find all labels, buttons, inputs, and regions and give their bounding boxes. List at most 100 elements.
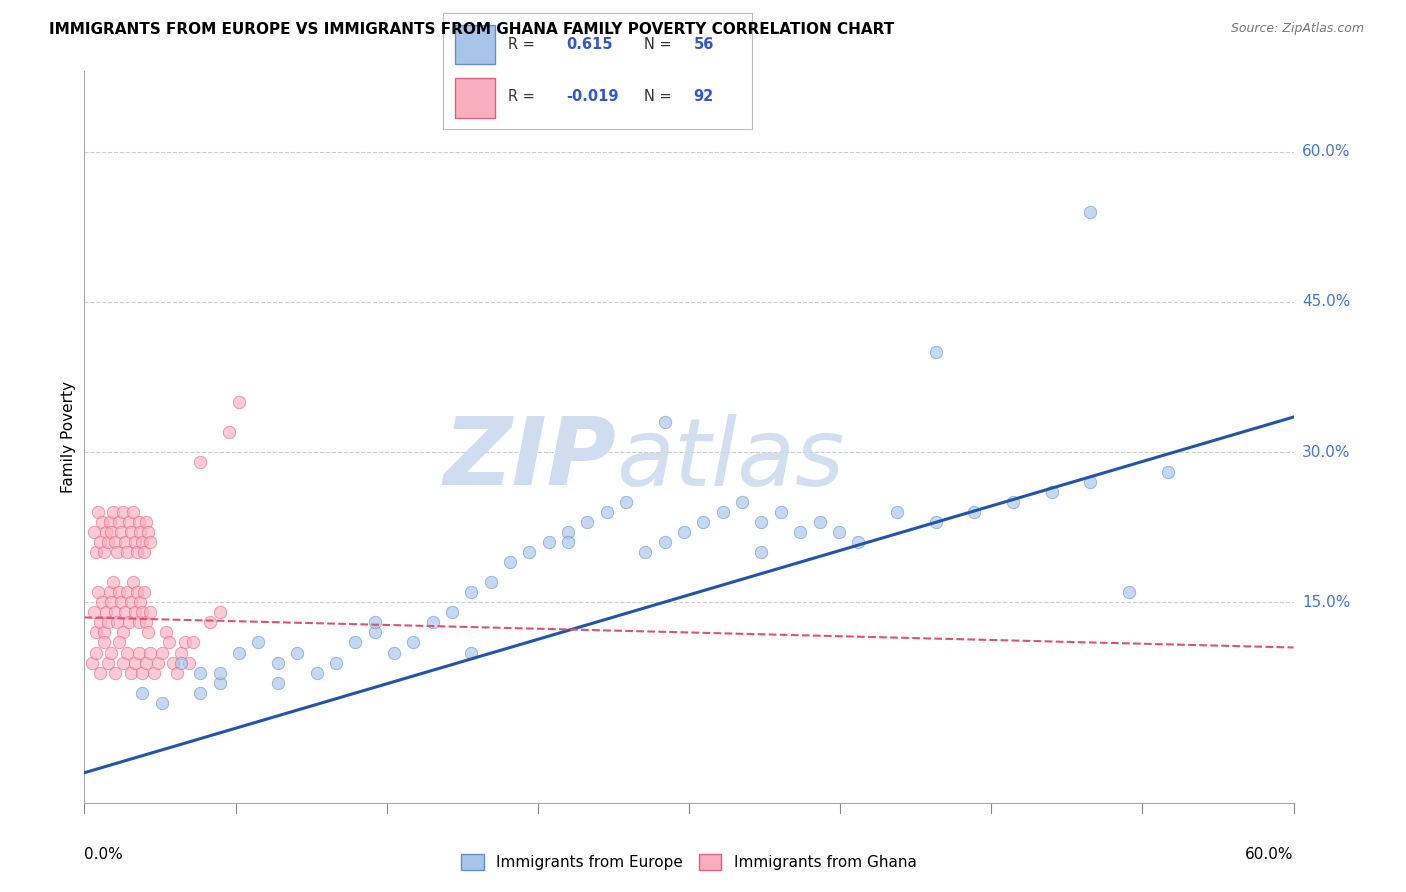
Point (114, 535, 136, 549)
Point (382, 646, 405, 660)
Point (134, 545, 156, 559)
Point (114, 606, 136, 620)
Point (139, 535, 162, 549)
Point (1001, 495, 1024, 509)
Point (170, 656, 193, 670)
Text: R =: R = (508, 89, 534, 104)
Point (124, 606, 146, 620)
Point (751, 515, 773, 529)
Point (924, 515, 946, 529)
Point (120, 665, 142, 680)
Point (190, 665, 212, 680)
Point (162, 656, 184, 670)
Point (93, 545, 115, 559)
Point (692, 515, 714, 529)
Point (139, 646, 162, 660)
Point (143, 665, 166, 680)
Point (135, 656, 157, 670)
Point (115, 646, 138, 660)
Text: 30.0%: 30.0% (1302, 444, 1350, 459)
Point (112, 656, 135, 670)
Point (166, 665, 188, 680)
Point (422, 615, 444, 630)
Point (557, 525, 579, 540)
Point (112, 625, 135, 640)
Point (537, 535, 560, 549)
Text: 0.0%: 0.0% (84, 847, 124, 862)
Text: Source: ZipAtlas.com: Source: ZipAtlas.com (1230, 22, 1364, 36)
Y-axis label: Family Poverty: Family Poverty (60, 381, 76, 493)
Point (98, 515, 121, 529)
Point (499, 555, 522, 569)
Point (159, 635, 181, 649)
Point (83, 525, 105, 540)
Point (673, 525, 696, 540)
Point (557, 535, 579, 549)
Point (135, 615, 157, 630)
Point (1157, 465, 1180, 479)
Point (1118, 585, 1140, 599)
Point (711, 505, 734, 519)
Point (325, 656, 347, 670)
Point (108, 585, 131, 599)
Point (131, 665, 153, 680)
Point (115, 545, 138, 559)
Point (808, 515, 831, 529)
Point (228, 646, 250, 660)
Point (129, 595, 152, 609)
Point (82, 656, 104, 670)
Point (517, 545, 540, 559)
Point (115, 585, 138, 599)
Point (100, 525, 122, 540)
Point (846, 535, 869, 549)
Point (89, 665, 111, 680)
Point (98, 585, 121, 599)
Point (218, 425, 240, 439)
Point (963, 505, 986, 519)
Point (828, 525, 851, 540)
Point (208, 675, 231, 690)
Point (136, 525, 159, 540)
Point (120, 525, 142, 540)
Text: 45.0%: 45.0% (1302, 294, 1350, 310)
Point (139, 606, 162, 620)
Text: R =: R = (508, 37, 534, 53)
Point (124, 535, 146, 549)
Point (576, 515, 599, 529)
Point (104, 606, 127, 620)
Point (596, 505, 619, 519)
Point (146, 656, 169, 670)
Point (460, 585, 482, 599)
Point (654, 535, 676, 549)
Text: N =: N = (644, 37, 672, 53)
Legend: Immigrants from Europe, Immigrants from Ghana: Immigrants from Europe, Immigrants from … (456, 847, 922, 876)
Point (135, 515, 157, 529)
Point (924, 345, 946, 359)
Point (110, 525, 132, 540)
Point (121, 505, 143, 519)
Point (170, 646, 193, 660)
Point (125, 585, 148, 599)
Point (363, 615, 385, 630)
Point (1080, 475, 1102, 490)
Point (118, 615, 141, 630)
Point (131, 606, 153, 620)
Point (267, 675, 290, 690)
Point (150, 646, 173, 660)
Point (344, 635, 367, 649)
Point (267, 656, 290, 670)
Point (87, 585, 110, 599)
Point (103, 575, 125, 590)
Text: 60.0%: 60.0% (1302, 144, 1350, 159)
FancyBboxPatch shape (456, 25, 495, 64)
Point (84, 545, 107, 559)
Point (94, 525, 117, 540)
Point (247, 635, 270, 649)
Point (479, 575, 502, 590)
Point (198, 615, 221, 630)
Point (440, 606, 463, 620)
Text: 92: 92 (693, 89, 714, 104)
Point (93, 635, 115, 649)
Point (155, 625, 177, 640)
Point (94, 606, 117, 620)
